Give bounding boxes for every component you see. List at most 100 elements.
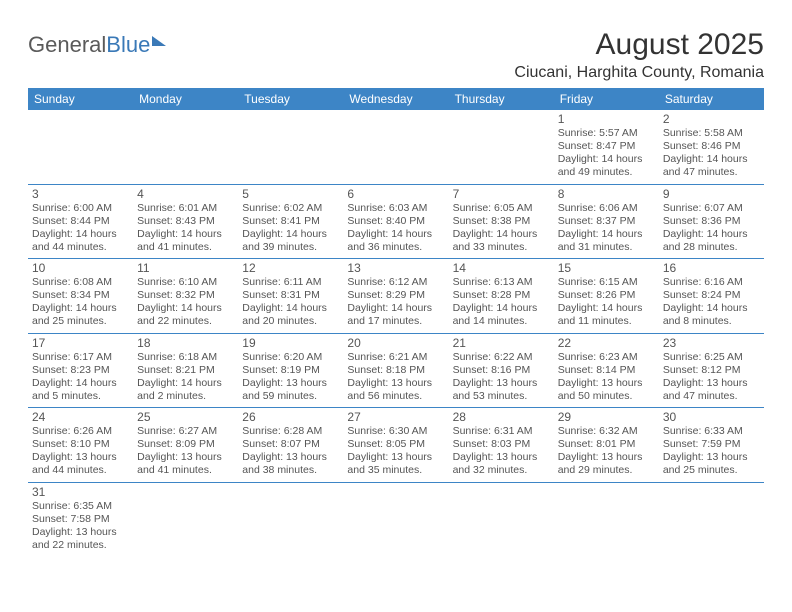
- calendar-cell: 18Sunrise: 6:18 AMSunset: 8:21 PMDayligh…: [133, 333, 238, 408]
- calendar-row: 10Sunrise: 6:08 AMSunset: 8:34 PMDayligh…: [28, 259, 764, 334]
- day-number: 15: [558, 261, 655, 275]
- sunrise-line: Sunrise: 6:31 AM: [453, 425, 550, 438]
- calendar-cell: 25Sunrise: 6:27 AMSunset: 8:09 PMDayligh…: [133, 408, 238, 483]
- sunrise-line: Sunrise: 6:27 AM: [137, 425, 234, 438]
- sunset-line: Sunset: 8:24 PM: [663, 289, 760, 302]
- calendar-cell: 21Sunrise: 6:22 AMSunset: 8:16 PMDayligh…: [449, 333, 554, 408]
- day-number: 8: [558, 187, 655, 201]
- sunrise-line: Sunrise: 6:06 AM: [558, 202, 655, 215]
- sunset-line: Sunset: 8:29 PM: [347, 289, 444, 302]
- daylight-line: Daylight: 14 hours and 49 minutes.: [558, 153, 655, 179]
- day-info: Sunrise: 6:25 AMSunset: 8:12 PMDaylight:…: [663, 351, 760, 404]
- sunrise-line: Sunrise: 6:08 AM: [32, 276, 129, 289]
- sunset-line: Sunset: 8:05 PM: [347, 438, 444, 451]
- day-info: Sunrise: 6:08 AMSunset: 8:34 PMDaylight:…: [32, 276, 129, 329]
- weekday-monday: Monday: [133, 88, 238, 110]
- day-number: 29: [558, 410, 655, 424]
- day-info: Sunrise: 6:10 AMSunset: 8:32 PMDaylight:…: [137, 276, 234, 329]
- title-block: August 2025 Ciucani, Harghita County, Ro…: [514, 28, 764, 82]
- calendar-row: 3Sunrise: 6:00 AMSunset: 8:44 PMDaylight…: [28, 184, 764, 259]
- daylight-line: Daylight: 14 hours and 22 minutes.: [137, 302, 234, 328]
- day-info: Sunrise: 6:17 AMSunset: 8:23 PMDaylight:…: [32, 351, 129, 404]
- sunrise-line: Sunrise: 6:35 AM: [32, 500, 129, 513]
- calendar-cell: 6Sunrise: 6:03 AMSunset: 8:40 PMDaylight…: [343, 184, 448, 259]
- day-number: 17: [32, 336, 129, 350]
- day-info: Sunrise: 6:16 AMSunset: 8:24 PMDaylight:…: [663, 276, 760, 329]
- day-number: 14: [453, 261, 550, 275]
- sunrise-line: Sunrise: 6:16 AM: [663, 276, 760, 289]
- weekday-thursday: Thursday: [449, 88, 554, 110]
- day-number: 19: [242, 336, 339, 350]
- sunrise-line: Sunrise: 6:15 AM: [558, 276, 655, 289]
- sunset-line: Sunset: 8:34 PM: [32, 289, 129, 302]
- day-number: 4: [137, 187, 234, 201]
- day-info: Sunrise: 6:22 AMSunset: 8:16 PMDaylight:…: [453, 351, 550, 404]
- weekday-friday: Friday: [554, 88, 659, 110]
- calendar-cell: 23Sunrise: 6:25 AMSunset: 8:12 PMDayligh…: [659, 333, 764, 408]
- daylight-line: Daylight: 14 hours and 33 minutes.: [453, 228, 550, 254]
- day-info: Sunrise: 6:02 AMSunset: 8:41 PMDaylight:…: [242, 202, 339, 255]
- calendar-cell: 29Sunrise: 6:32 AMSunset: 8:01 PMDayligh…: [554, 408, 659, 483]
- sunrise-line: Sunrise: 5:57 AM: [558, 127, 655, 140]
- daylight-line: Daylight: 13 hours and 22 minutes.: [32, 526, 129, 552]
- day-number: 13: [347, 261, 444, 275]
- day-number: 10: [32, 261, 129, 275]
- daylight-line: Daylight: 14 hours and 2 minutes.: [137, 377, 234, 403]
- day-info: Sunrise: 6:26 AMSunset: 8:10 PMDaylight:…: [32, 425, 129, 478]
- day-info: Sunrise: 6:13 AMSunset: 8:28 PMDaylight:…: [453, 276, 550, 329]
- day-info: Sunrise: 6:11 AMSunset: 8:31 PMDaylight:…: [242, 276, 339, 329]
- sunset-line: Sunset: 8:19 PM: [242, 364, 339, 377]
- sunrise-line: Sunrise: 6:22 AM: [453, 351, 550, 364]
- sunset-line: Sunset: 7:59 PM: [663, 438, 760, 451]
- day-info: Sunrise: 6:01 AMSunset: 8:43 PMDaylight:…: [137, 202, 234, 255]
- weekday-header-row: Sunday Monday Tuesday Wednesday Thursday…: [28, 88, 764, 110]
- sunset-line: Sunset: 8:21 PM: [137, 364, 234, 377]
- day-number: 23: [663, 336, 760, 350]
- day-number: 21: [453, 336, 550, 350]
- sunrise-line: Sunrise: 6:01 AM: [137, 202, 234, 215]
- calendar-cell: 20Sunrise: 6:21 AMSunset: 8:18 PMDayligh…: [343, 333, 448, 408]
- day-number: 27: [347, 410, 444, 424]
- calendar-cell: 27Sunrise: 6:30 AMSunset: 8:05 PMDayligh…: [343, 408, 448, 483]
- calendar-cell-empty: [554, 482, 659, 556]
- calendar-cell: 19Sunrise: 6:20 AMSunset: 8:19 PMDayligh…: [238, 333, 343, 408]
- sunset-line: Sunset: 8:14 PM: [558, 364, 655, 377]
- day-number: 11: [137, 261, 234, 275]
- location: Ciucani, Harghita County, Romania: [514, 64, 764, 82]
- daylight-line: Daylight: 13 hours and 32 minutes.: [453, 451, 550, 477]
- calendar-table: Sunday Monday Tuesday Wednesday Thursday…: [28, 88, 764, 556]
- calendar-cell: 5Sunrise: 6:02 AMSunset: 8:41 PMDaylight…: [238, 184, 343, 259]
- calendar-cell: 24Sunrise: 6:26 AMSunset: 8:10 PMDayligh…: [28, 408, 133, 483]
- sunrise-line: Sunrise: 6:12 AM: [347, 276, 444, 289]
- weekday-saturday: Saturday: [659, 88, 764, 110]
- day-number: 25: [137, 410, 234, 424]
- calendar-row: 24Sunrise: 6:26 AMSunset: 8:10 PMDayligh…: [28, 408, 764, 483]
- sunrise-line: Sunrise: 6:21 AM: [347, 351, 444, 364]
- logo-flag-icon: [152, 36, 166, 46]
- day-info: Sunrise: 6:07 AMSunset: 8:36 PMDaylight:…: [663, 202, 760, 255]
- calendar-cell-empty: [238, 482, 343, 556]
- calendar-cell: 8Sunrise: 6:06 AMSunset: 8:37 PMDaylight…: [554, 184, 659, 259]
- day-info: Sunrise: 6:18 AMSunset: 8:21 PMDaylight:…: [137, 351, 234, 404]
- calendar-cell: 14Sunrise: 6:13 AMSunset: 8:28 PMDayligh…: [449, 259, 554, 334]
- sunrise-line: Sunrise: 6:00 AM: [32, 202, 129, 215]
- day-info: Sunrise: 5:57 AMSunset: 8:47 PMDaylight:…: [558, 127, 655, 180]
- calendar-cell: 1Sunrise: 5:57 AMSunset: 8:47 PMDaylight…: [554, 110, 659, 184]
- sunset-line: Sunset: 8:37 PM: [558, 215, 655, 228]
- daylight-line: Daylight: 13 hours and 50 minutes.: [558, 377, 655, 403]
- day-info: Sunrise: 6:06 AMSunset: 8:37 PMDaylight:…: [558, 202, 655, 255]
- day-info: Sunrise: 6:32 AMSunset: 8:01 PMDaylight:…: [558, 425, 655, 478]
- sunrise-line: Sunrise: 6:07 AM: [663, 202, 760, 215]
- sunset-line: Sunset: 8:10 PM: [32, 438, 129, 451]
- day-number: 5: [242, 187, 339, 201]
- daylight-line: Daylight: 14 hours and 20 minutes.: [242, 302, 339, 328]
- day-info: Sunrise: 5:58 AMSunset: 8:46 PMDaylight:…: [663, 127, 760, 180]
- sunset-line: Sunset: 8:26 PM: [558, 289, 655, 302]
- calendar-cell-empty: [659, 482, 764, 556]
- day-number: 31: [32, 485, 129, 499]
- calendar-cell: 10Sunrise: 6:08 AMSunset: 8:34 PMDayligh…: [28, 259, 133, 334]
- daylight-line: Daylight: 14 hours and 14 minutes.: [453, 302, 550, 328]
- daylight-line: Daylight: 14 hours and 11 minutes.: [558, 302, 655, 328]
- calendar-cell-empty: [238, 110, 343, 184]
- day-number: 18: [137, 336, 234, 350]
